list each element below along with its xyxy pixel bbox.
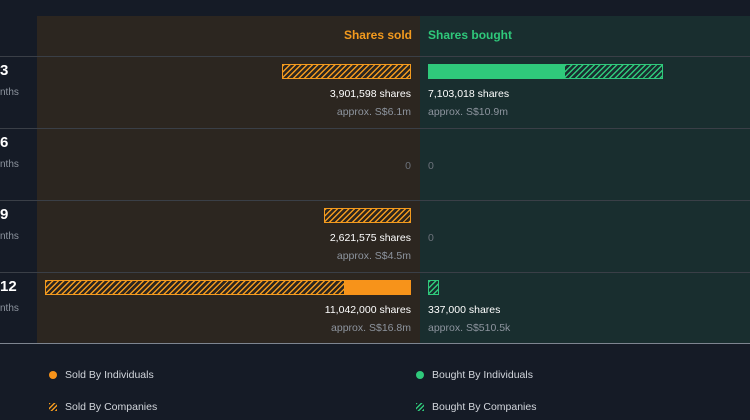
bought-value-label: approx. S$10.9m (428, 106, 508, 118)
period-sublabel: nths (0, 87, 19, 98)
bought-value-label: approx. S$510.5k (428, 322, 511, 334)
sold-value-label: approx. S$6.1m (336, 106, 411, 118)
sold-zero-label: 0 (405, 160, 411, 172)
legend-sold-individuals: Sold By Individuals (65, 369, 154, 381)
bought-shares-label: 7,103,018 shares (428, 88, 510, 100)
sold-value-label: approx. S$4.5m (336, 250, 411, 262)
period-sublabel: nths (0, 303, 19, 314)
bought-shares-label: 337,000 shares (428, 304, 501, 316)
sold-individuals-legend-icon (49, 371, 57, 379)
row-divider (0, 200, 750, 201)
bought-zero-label: 0 (428, 160, 434, 172)
bought-zero-label: 0 (428, 232, 434, 244)
chart-bottom-rule (0, 343, 750, 344)
sold-value-label: approx. S$16.8m (331, 322, 411, 334)
sold-individuals-bar (344, 280, 411, 295)
bought-individuals-legend-icon (416, 371, 424, 379)
row-divider (0, 272, 750, 273)
shares-sold-header: Shares sold (343, 28, 412, 42)
period-label: 6 (0, 134, 9, 151)
shares-bought-header: Shares bought (428, 28, 513, 42)
sold-companies-bar (281, 64, 411, 79)
bought-companies-bar (563, 64, 664, 79)
legend-bought-individuals: Bought By Individuals (432, 369, 533, 381)
bought-companies-bar (428, 280, 440, 295)
row-divider (0, 128, 750, 129)
period-sublabel: nths (0, 159, 19, 170)
period-sublabel: nths (0, 231, 19, 242)
sold-companies-legend-icon (49, 403, 57, 411)
period-label: 3 (0, 62, 9, 79)
bought-individuals-bar (428, 64, 564, 79)
period-label: 9 (0, 206, 9, 223)
sold-shares-label: 2,621,575 shares (329, 232, 411, 244)
sold-companies-bar (324, 208, 411, 223)
legend-bought-companies: Bought By Companies (432, 401, 537, 413)
sold-shares-label: 11,042,000 shares (324, 304, 411, 316)
sold-shares-label: 3,901,598 shares (329, 88, 411, 100)
sold-companies-bar (45, 280, 345, 295)
period-label: 12 (0, 278, 17, 295)
legend-sold-companies: Sold By Companies (65, 401, 158, 413)
row-divider (0, 56, 750, 57)
bought-companies-legend-icon (416, 403, 424, 411)
